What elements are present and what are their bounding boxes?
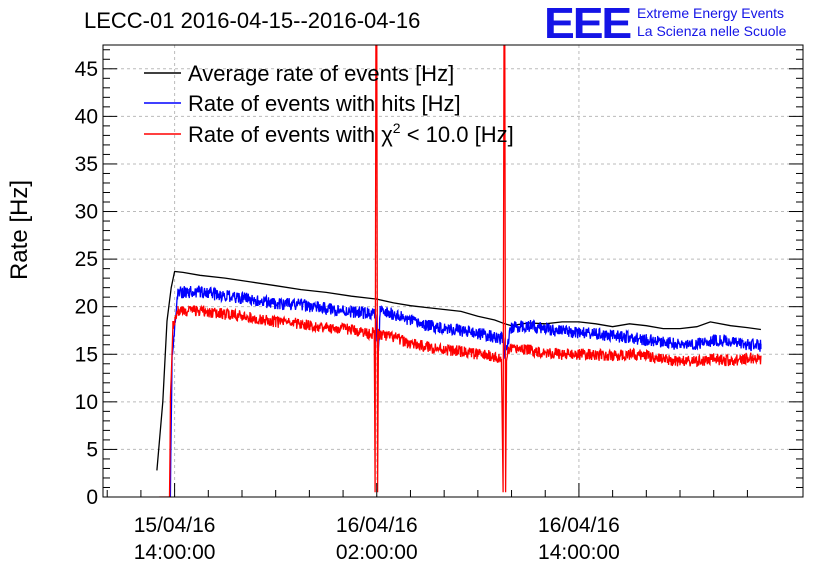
y-tick-label: 25 xyxy=(75,248,98,271)
y-tick-label: 30 xyxy=(75,201,98,224)
chart-title: LECC-01 2016-04-15--2016-04-16 xyxy=(84,8,421,33)
series-line-2 xyxy=(159,45,762,497)
y-tick-label: 20 xyxy=(75,296,98,319)
y-tick-label: 10 xyxy=(75,391,98,414)
series-line-0 xyxy=(156,270,761,471)
legend-label-1: Rate of events with hits [Hz] xyxy=(188,91,461,116)
y-tick-label: 45 xyxy=(75,58,98,81)
x-tick-label-time: 14:00:00 xyxy=(538,541,620,564)
plot-frame xyxy=(102,44,804,498)
series-layer xyxy=(156,45,762,497)
legend-label-2: Rate of events with χ2 < 10.0 [Hz] xyxy=(188,120,514,147)
y-tick-label: 40 xyxy=(75,105,98,128)
y-tick-label: 0 xyxy=(86,486,98,509)
eee-logo: EEE xyxy=(544,0,632,48)
x-tick-label-date: 15/04/16 xyxy=(134,514,216,537)
y-tick-label: 15 xyxy=(75,343,98,366)
logo-caption-line1: Extreme Energy Events xyxy=(637,5,785,21)
axis-layer: 0 5 10 15 20 25 30 35 40 45 15/04/16 14:00:00 16/04/… xyxy=(75,49,803,564)
series-line-1 xyxy=(169,285,762,497)
grid-layer xyxy=(103,45,803,497)
x-tick-label-time: 14:00:00 xyxy=(134,541,216,564)
x-tick-label-time: 02:00:00 xyxy=(336,541,418,564)
y-tick-label: 35 xyxy=(75,153,98,176)
logo-caption: Extreme Energy Events La Scienza nelle S… xyxy=(637,4,786,40)
legend-label-0: Average rate of events [Hz] xyxy=(188,61,454,86)
legend: Average rate of events [Hz] Rate of event… xyxy=(144,61,514,147)
x-tick-label-date: 16/04/16 xyxy=(538,514,620,537)
x-tick-label-date: 16/04/16 xyxy=(336,514,418,537)
logo-caption-line2: La Scienza nelle Scuole xyxy=(637,23,787,39)
y-tick-label: 5 xyxy=(86,438,98,461)
